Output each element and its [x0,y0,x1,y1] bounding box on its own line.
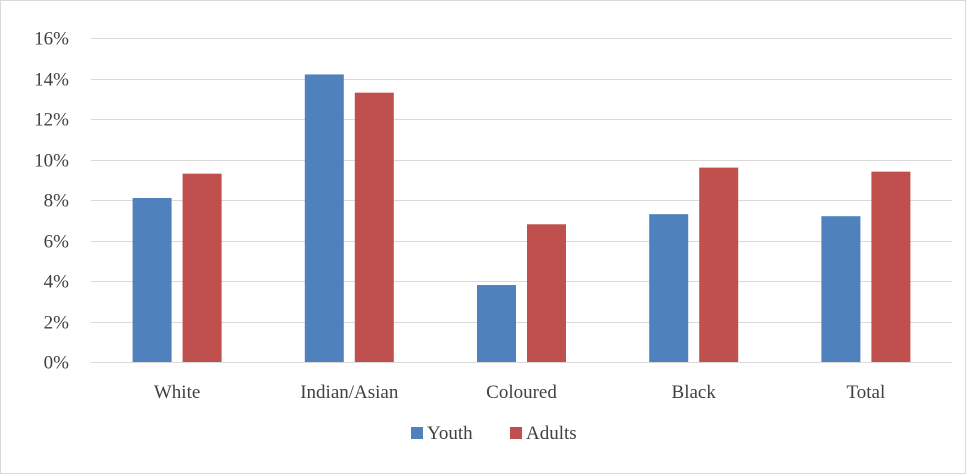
y-tick-label: 12% [34,110,69,131]
x-tick-label: Indian/Asian [300,382,399,403]
gridlines [91,38,952,363]
y-tick-label: 10% [34,151,69,172]
x-tick-label: Coloured [486,382,557,403]
bar-youth-white [132,197,172,362]
y-tick-label: 0% [44,353,70,374]
bar-adults-white [182,173,222,362]
x-tick-label: Black [672,382,717,403]
bar-youth-total [821,216,861,362]
bar-youth-coloured [477,285,516,362]
legend-label-adults: Adults [526,423,577,444]
bar-youth-indian-asian [304,74,344,362]
bar-adults-coloured [527,224,566,362]
y-axis-tick-labels: 0% 2% 4% 6% 8% 10% 12% 14% 16% [34,29,69,374]
legend: Youth Adults [411,423,577,444]
x-tick-label: White [154,382,200,403]
legend-label-youth: Youth [427,423,473,444]
bar-adults-total [871,171,911,362]
y-tick-label: 8% [44,191,70,212]
bar-adults-black [699,167,739,362]
y-tick-label: 2% [44,313,70,334]
bars [132,74,911,363]
y-tick-label: 14% [34,70,69,91]
y-tick-label: 6% [44,232,70,253]
y-tick-label: 4% [44,272,70,293]
legend-swatch-youth [411,427,423,439]
bar-youth-black [649,214,689,362]
legend-swatch-adults [510,427,522,439]
x-axis-tick-labels: White Indian/Asian Coloured Black Total [154,382,885,403]
bar-adults-indian-asian [354,92,394,363]
x-tick-label: Total [847,382,886,403]
y-tick-label: 16% [34,29,69,50]
